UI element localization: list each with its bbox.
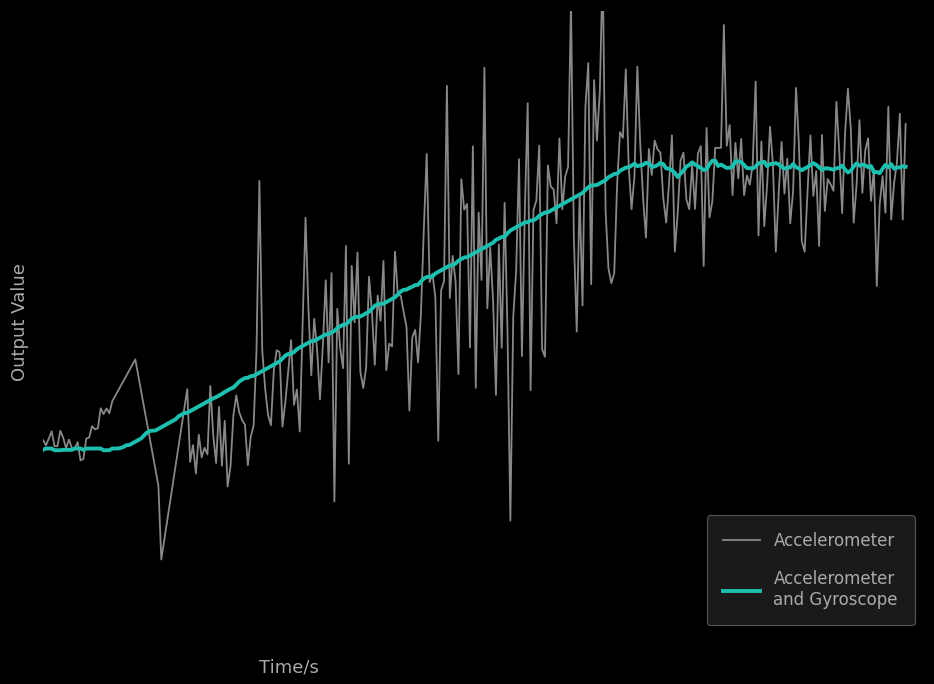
X-axis label: Time/s: Time/s [260, 659, 319, 676]
Y-axis label: Output Value: Output Value [11, 263, 29, 382]
Legend: Accelerometer, Accelerometer
and Gyroscope: Accelerometer, Accelerometer and Gyrosco… [707, 515, 914, 625]
